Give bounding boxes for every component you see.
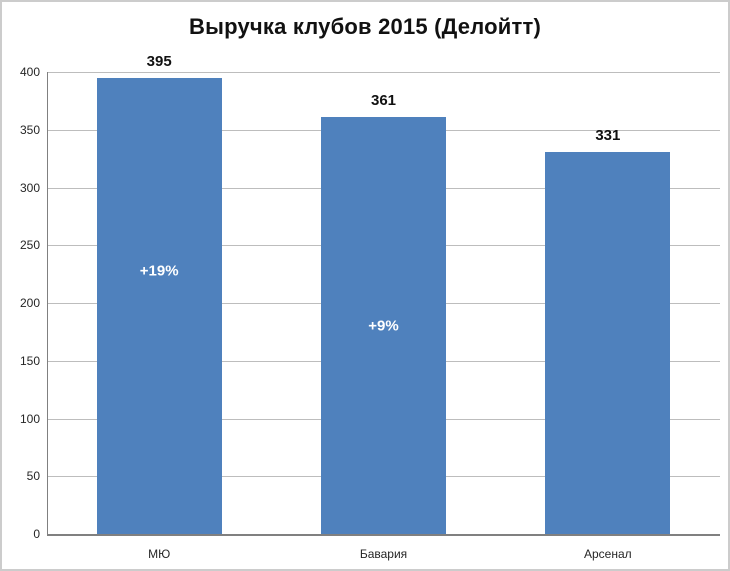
chart-title: Выручка клубов 2015 (Делойтт) [189, 14, 541, 39]
bar-value-label: 361 [370, 92, 397, 110]
y-axis-tick-label: 100 [19, 411, 40, 426]
bar [321, 117, 446, 534]
y-axis-tick-label: 250 [19, 238, 40, 253]
bar [96, 77, 222, 534]
y-axis-tick-label: 150 [19, 353, 40, 368]
x-axis-line [47, 534, 720, 536]
y-axis-tick-label: 200 [19, 296, 40, 310]
bar [545, 151, 671, 534]
bar-inner-label: +9% [368, 317, 399, 335]
bar-inner-label: +19% [139, 262, 179, 280]
x-axis-category-label: Арсенал [584, 547, 632, 561]
y-axis-tick-label: 300 [19, 180, 40, 195]
x-axis-category-label: Бавария [359, 547, 408, 561]
gridline [47, 72, 720, 73]
y-axis-tick-label: 400 [19, 65, 40, 79]
x-axis-category-label: МЮ [148, 547, 171, 561]
y-axis-tick-label: 350 [19, 122, 40, 137]
y-axis-tick-label: 0 [33, 527, 40, 541]
y-axis-line [47, 72, 48, 534]
bar-value-label: 395 [146, 52, 172, 70]
y-axis-tick-label: 50 [26, 469, 40, 484]
bar-value-label: 331 [595, 126, 621, 144]
